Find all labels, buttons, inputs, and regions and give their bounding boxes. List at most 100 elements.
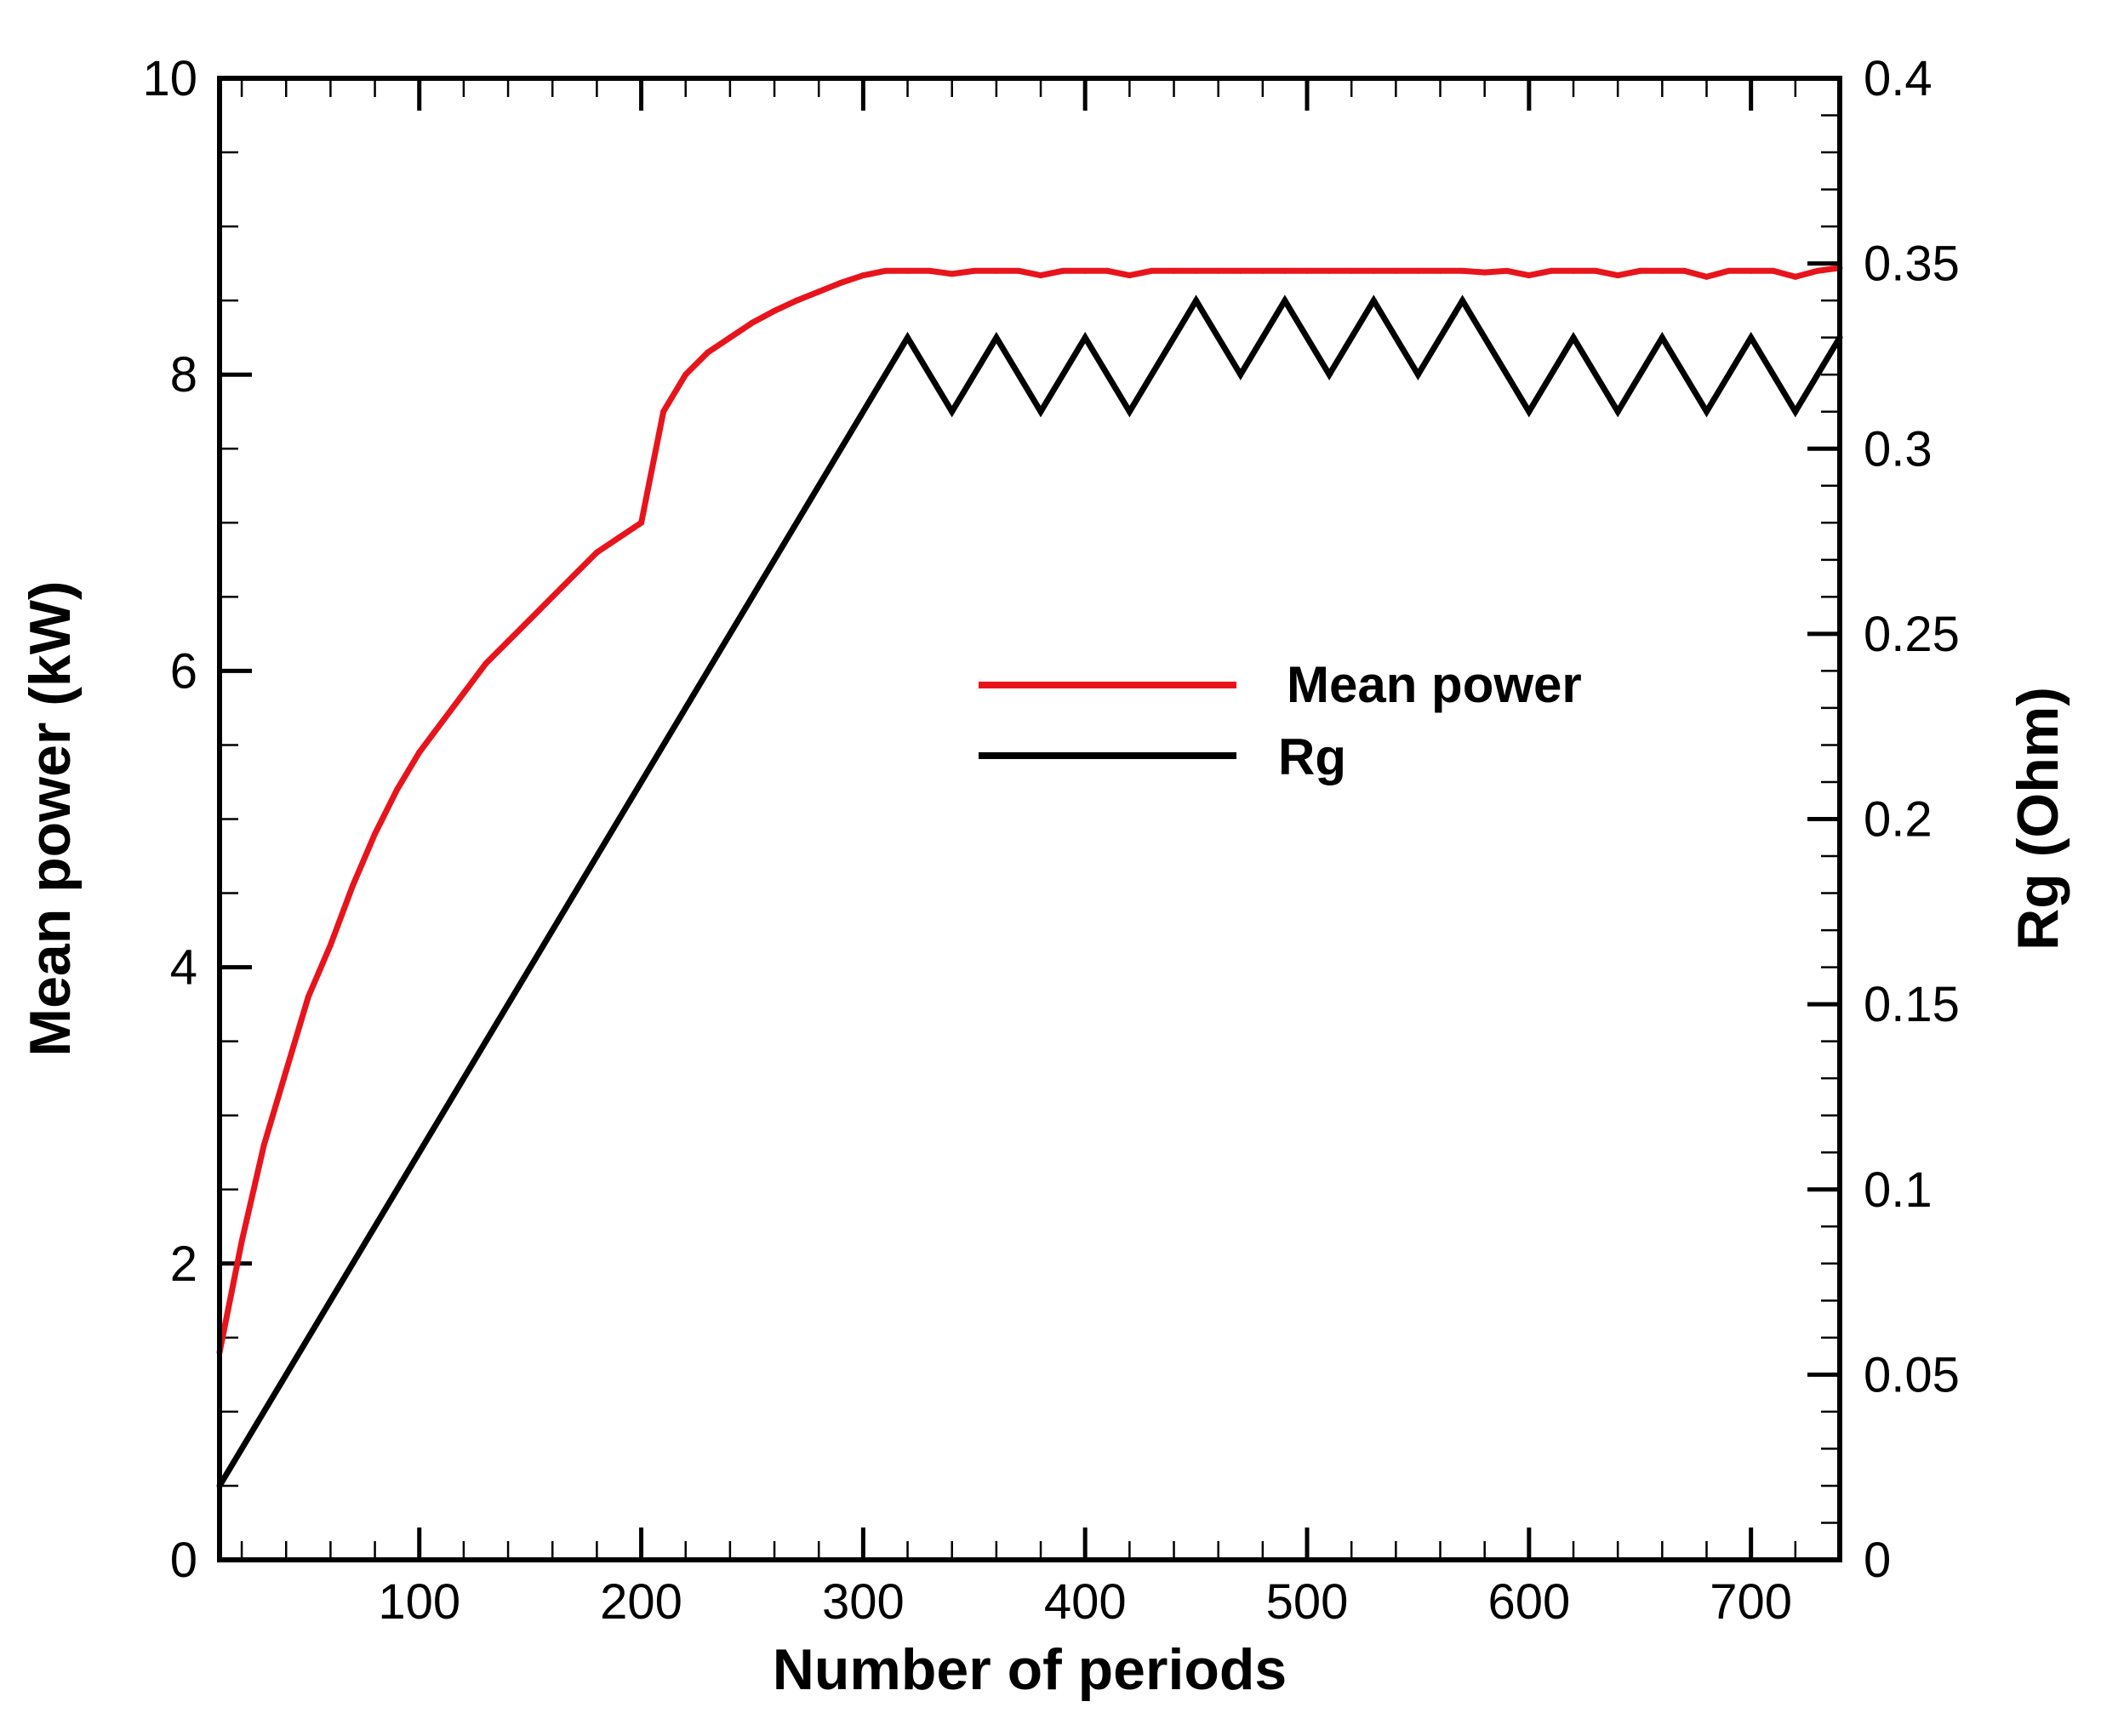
data-point-mean-power (1126, 272, 1133, 279)
data-point-rg (1704, 408, 1710, 415)
data-point-mean-power (1570, 267, 1577, 274)
data-point-mean-power (1504, 267, 1510, 274)
data-point-mean-power (1282, 267, 1288, 274)
major-ticks (220, 78, 1840, 1560)
data-point-mean-power (394, 786, 401, 793)
data-point-mean-power (1482, 269, 1488, 276)
y-left-tick-label: 10 (142, 51, 197, 106)
y-right-tick-label: 0.2 (1864, 792, 1933, 848)
minor-ticks (220, 78, 1840, 1560)
data-point-mean-power (593, 549, 600, 556)
data-point-mean-power (1414, 267, 1421, 274)
data-point-mean-power (1326, 267, 1333, 274)
data-point-mean-power (1459, 267, 1466, 274)
y-left-tick-label: 4 (170, 940, 197, 996)
x-tick-label: 700 (1710, 1574, 1792, 1630)
data-point-rg (1193, 297, 1200, 304)
data-point-mean-power (1592, 267, 1599, 274)
data-point-mean-power (438, 719, 445, 726)
data-point-mean-power (1193, 267, 1200, 274)
data-point-mean-power (527, 615, 534, 622)
x-tick-label: 400 (1044, 1574, 1127, 1630)
data-point-mean-power (1059, 267, 1066, 274)
data-point-mean-power (837, 279, 844, 286)
data-point-mean-power (749, 319, 756, 326)
data-point-mean-power (905, 267, 911, 274)
y-right-tick-label: 0.05 (1864, 1347, 1960, 1402)
data-point-mean-power (882, 267, 888, 274)
data-point-mean-power (1259, 267, 1266, 274)
data-point-mean-power (971, 267, 978, 274)
data-point-mean-power (305, 993, 311, 1000)
y-left-tick-label: 0 (170, 1533, 197, 1588)
data-point-mean-power (1237, 267, 1244, 274)
y-right-axis-title: Rg (Ohm) (2006, 687, 2070, 951)
data-point-rg (1082, 334, 1088, 341)
x-tick-label: 600 (1487, 1574, 1570, 1630)
data-point-mean-power (460, 690, 467, 697)
data-point-mean-power (1037, 272, 1044, 279)
data-point-rg (1748, 334, 1755, 341)
series-layer (216, 265, 1843, 1489)
data-point-mean-power (1437, 267, 1444, 274)
data-point-mean-power (1104, 267, 1110, 274)
data-point-mean-power (815, 288, 822, 295)
legend: Mean power Rg (979, 656, 1582, 785)
data-point-rg (1459, 297, 1466, 304)
data-point-mean-power (1792, 273, 1799, 280)
data-point-mean-power (283, 1067, 289, 1074)
plot-frame (217, 76, 1842, 1562)
data-point-rg (1326, 371, 1333, 378)
data-point-rg (1370, 297, 1377, 304)
y-right-tick-label: 0 (1864, 1533, 1891, 1588)
data-point-mean-power (771, 307, 778, 314)
data-point-mean-power (993, 267, 1000, 274)
data-point-mean-power (1748, 267, 1755, 274)
x-tick-label: 300 (822, 1574, 905, 1630)
x-tick-label: 500 (1266, 1574, 1349, 1630)
data-point-rg (1526, 408, 1533, 415)
data-point-mean-power (682, 371, 689, 378)
data-point-rg (1126, 408, 1133, 415)
data-point-rg (905, 334, 911, 341)
data-point-mean-power (727, 334, 734, 341)
data-point-mean-power (1148, 267, 1155, 274)
y-right-tick-label: 0.15 (1864, 977, 1960, 1032)
data-point-mean-power (416, 749, 423, 756)
data-point-mean-power (638, 519, 645, 526)
series-line-mean-power (216, 265, 1841, 1353)
data-point-mean-power (1392, 267, 1399, 274)
data-point-mean-power (1548, 267, 1555, 274)
y-right-tick-label: 0.1 (1864, 1162, 1933, 1218)
y-right-tick-labels: 0 0.05 0.1 0.15 0.2 0.25 0.3 0.35 0.4 (1864, 51, 1960, 1588)
data-point-mean-power (482, 660, 489, 667)
legend-label-mean-power: Mean power (1287, 656, 1582, 713)
data-point-rg (1282, 297, 1288, 304)
data-point-mean-power (571, 571, 578, 578)
data-point-mean-power (927, 267, 933, 274)
data-point-mean-power (1348, 267, 1355, 274)
data-point-mean-power (1526, 272, 1533, 279)
y-left-tick-label: 6 (170, 643, 197, 699)
y-left-tick-labels: 0 2 4 6 8 10 (142, 51, 197, 1588)
y-left-axis-title: Mean power (kW) (18, 580, 83, 1056)
data-point-mean-power (1770, 267, 1777, 274)
data-point-mean-power (505, 638, 511, 645)
data-point-rg (1237, 371, 1244, 378)
y-right-tick-label: 0.4 (1864, 51, 1933, 106)
data-point-mean-power (859, 272, 866, 279)
y-right-tick-label: 0.35 (1864, 237, 1960, 292)
data-point-mean-power (1215, 267, 1222, 274)
data-point-mean-power (260, 1142, 267, 1149)
y-right-tick-label: 0.3 (1864, 421, 1933, 477)
data-point-rg (993, 334, 1000, 341)
data-point-rg (1659, 334, 1665, 341)
legend-label-rg: Rg (1278, 728, 1346, 785)
y-right-tick-label: 0.25 (1864, 607, 1960, 662)
data-point-mean-power (1082, 267, 1088, 274)
data-point-mean-power (705, 349, 711, 356)
data-point-mean-power (1614, 272, 1621, 279)
data-point-mean-power (949, 271, 956, 277)
series-line-rg (216, 294, 1843, 1488)
